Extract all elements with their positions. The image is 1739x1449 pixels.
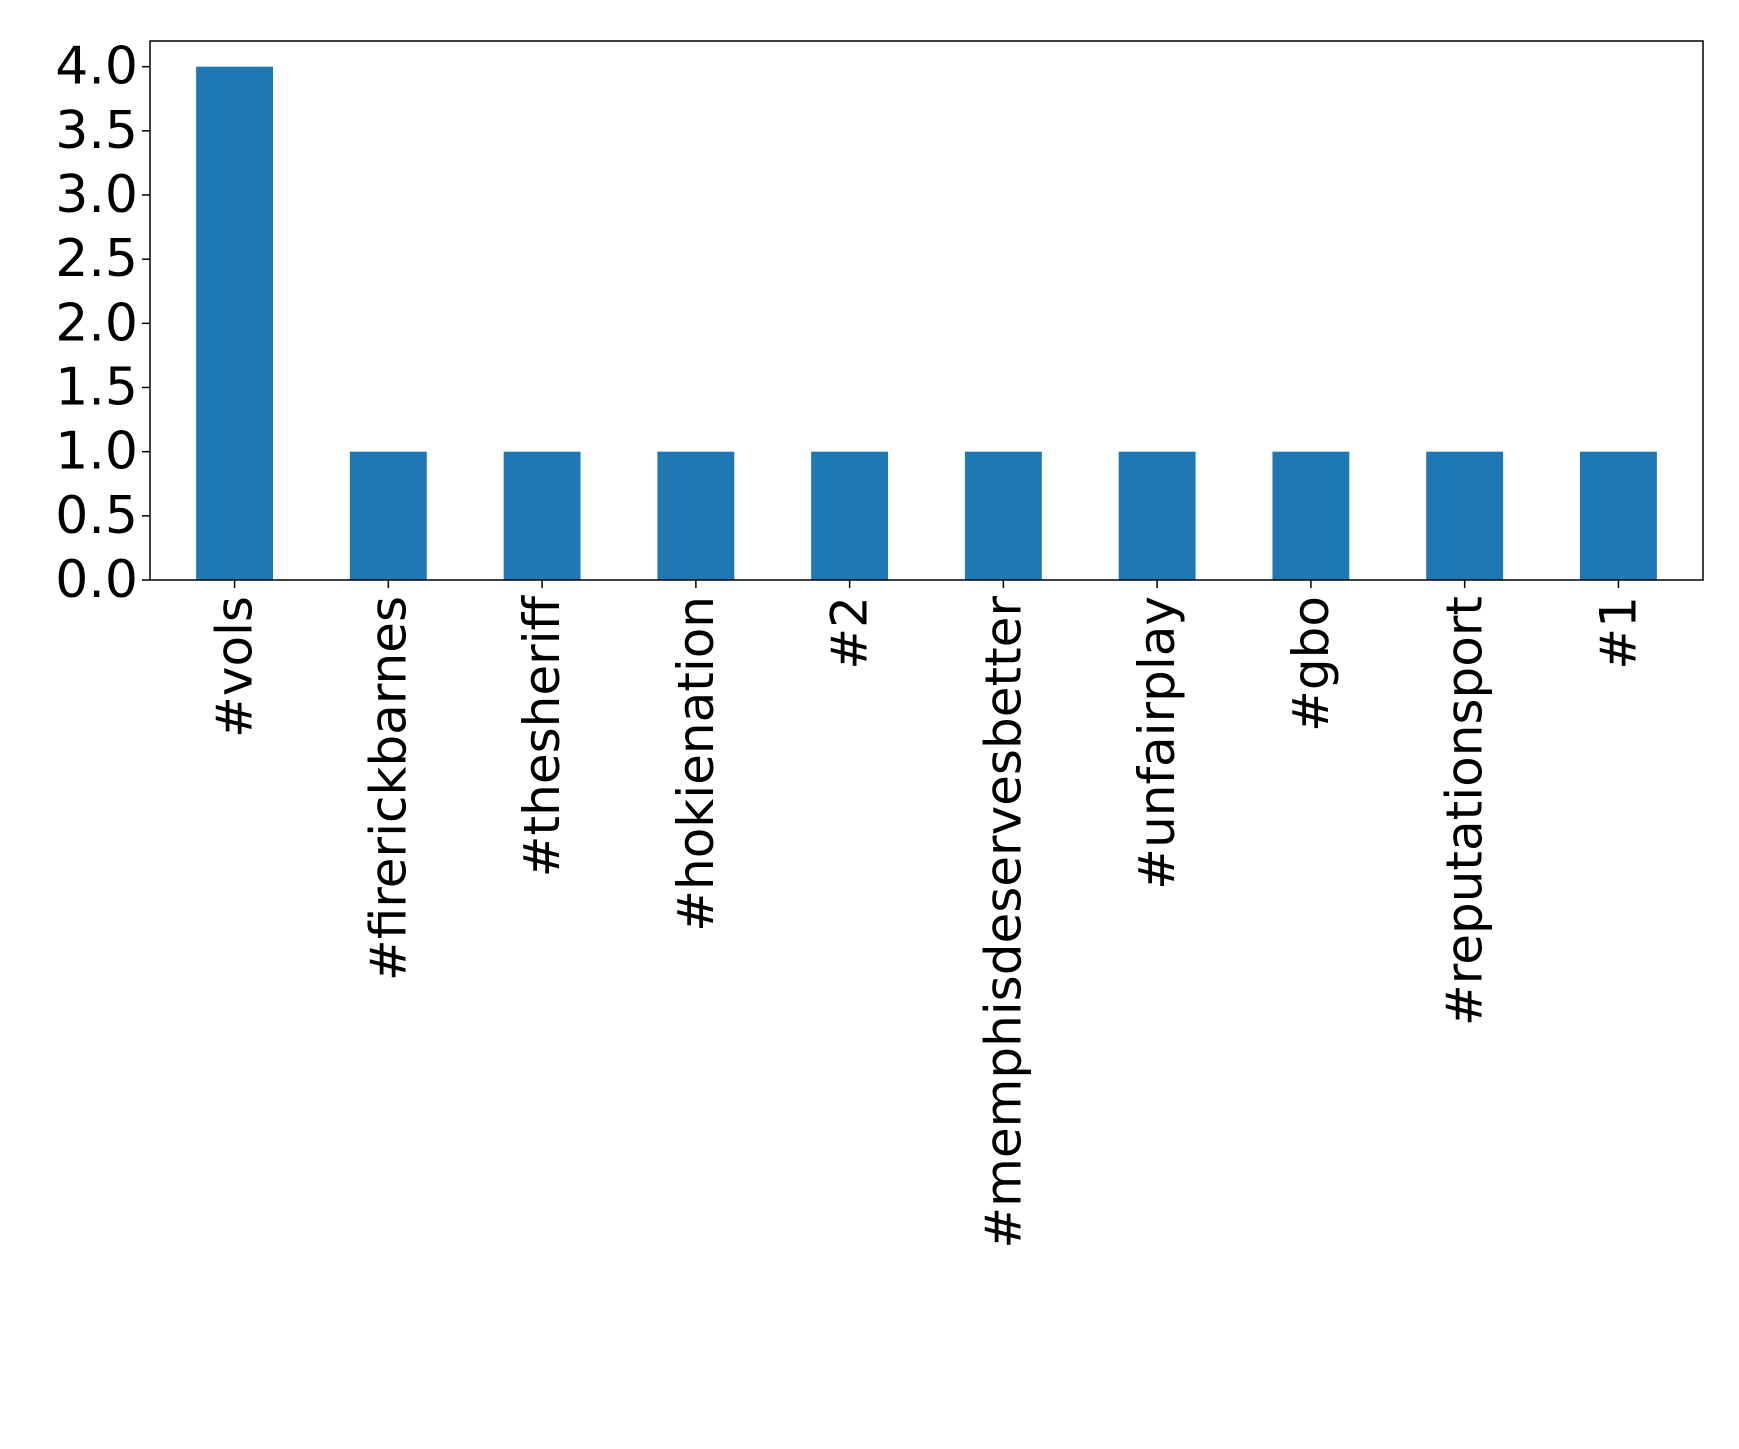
bar-6 <box>1118 451 1196 580</box>
x-tick-label-1: #firerickbarnes <box>359 596 417 981</box>
bars-layer <box>196 66 1657 580</box>
y-tick-label-2: 1.0 <box>55 422 138 482</box>
x-tick-label-9: #1 <box>1589 596 1647 670</box>
bar-5 <box>964 451 1042 580</box>
plot-frame <box>149 40 1704 581</box>
bar-0 <box>196 66 274 580</box>
x-tick-label-2: #thesheriff <box>513 594 571 877</box>
bar-4 <box>811 451 889 580</box>
x-tick-label-8: #reputationsport <box>1436 596 1494 1026</box>
y-axis: 0.00.51.01.52.02.53.03.54.0 <box>55 37 150 610</box>
y-tick-label-4: 2.0 <box>55 293 138 353</box>
x-tick-label-4: #2 <box>821 596 879 670</box>
bar-8 <box>1426 451 1504 580</box>
x-tick-label-6: #unfairplay <box>1128 596 1186 890</box>
x-tick-label-0: #vols <box>206 596 264 738</box>
y-tick-label-8: 4.0 <box>55 37 138 97</box>
x-tick-label-3: #hokienation <box>667 596 725 932</box>
bar-1 <box>349 451 427 580</box>
x-tick-label-5: #memphisdeservesbetter <box>974 596 1032 1249</box>
y-tick-label-6: 3.0 <box>55 165 138 225</box>
x-tick-label-7: #gbo <box>1282 596 1340 732</box>
y-tick-label-1: 0.5 <box>55 486 138 546</box>
bar-2 <box>503 451 581 580</box>
bar-3 <box>657 451 735 580</box>
y-tick-label-0: 0.0 <box>55 550 138 610</box>
y-tick-label-5: 2.5 <box>55 229 138 289</box>
y-tick-label-7: 3.5 <box>55 101 138 161</box>
y-tick-label-3: 1.5 <box>55 358 138 418</box>
bar-9 <box>1579 451 1657 580</box>
x-axis: #vols #firerickbarnes #thesheriff #hokienat… <box>206 580 1647 1249</box>
bar-7 <box>1272 451 1350 580</box>
